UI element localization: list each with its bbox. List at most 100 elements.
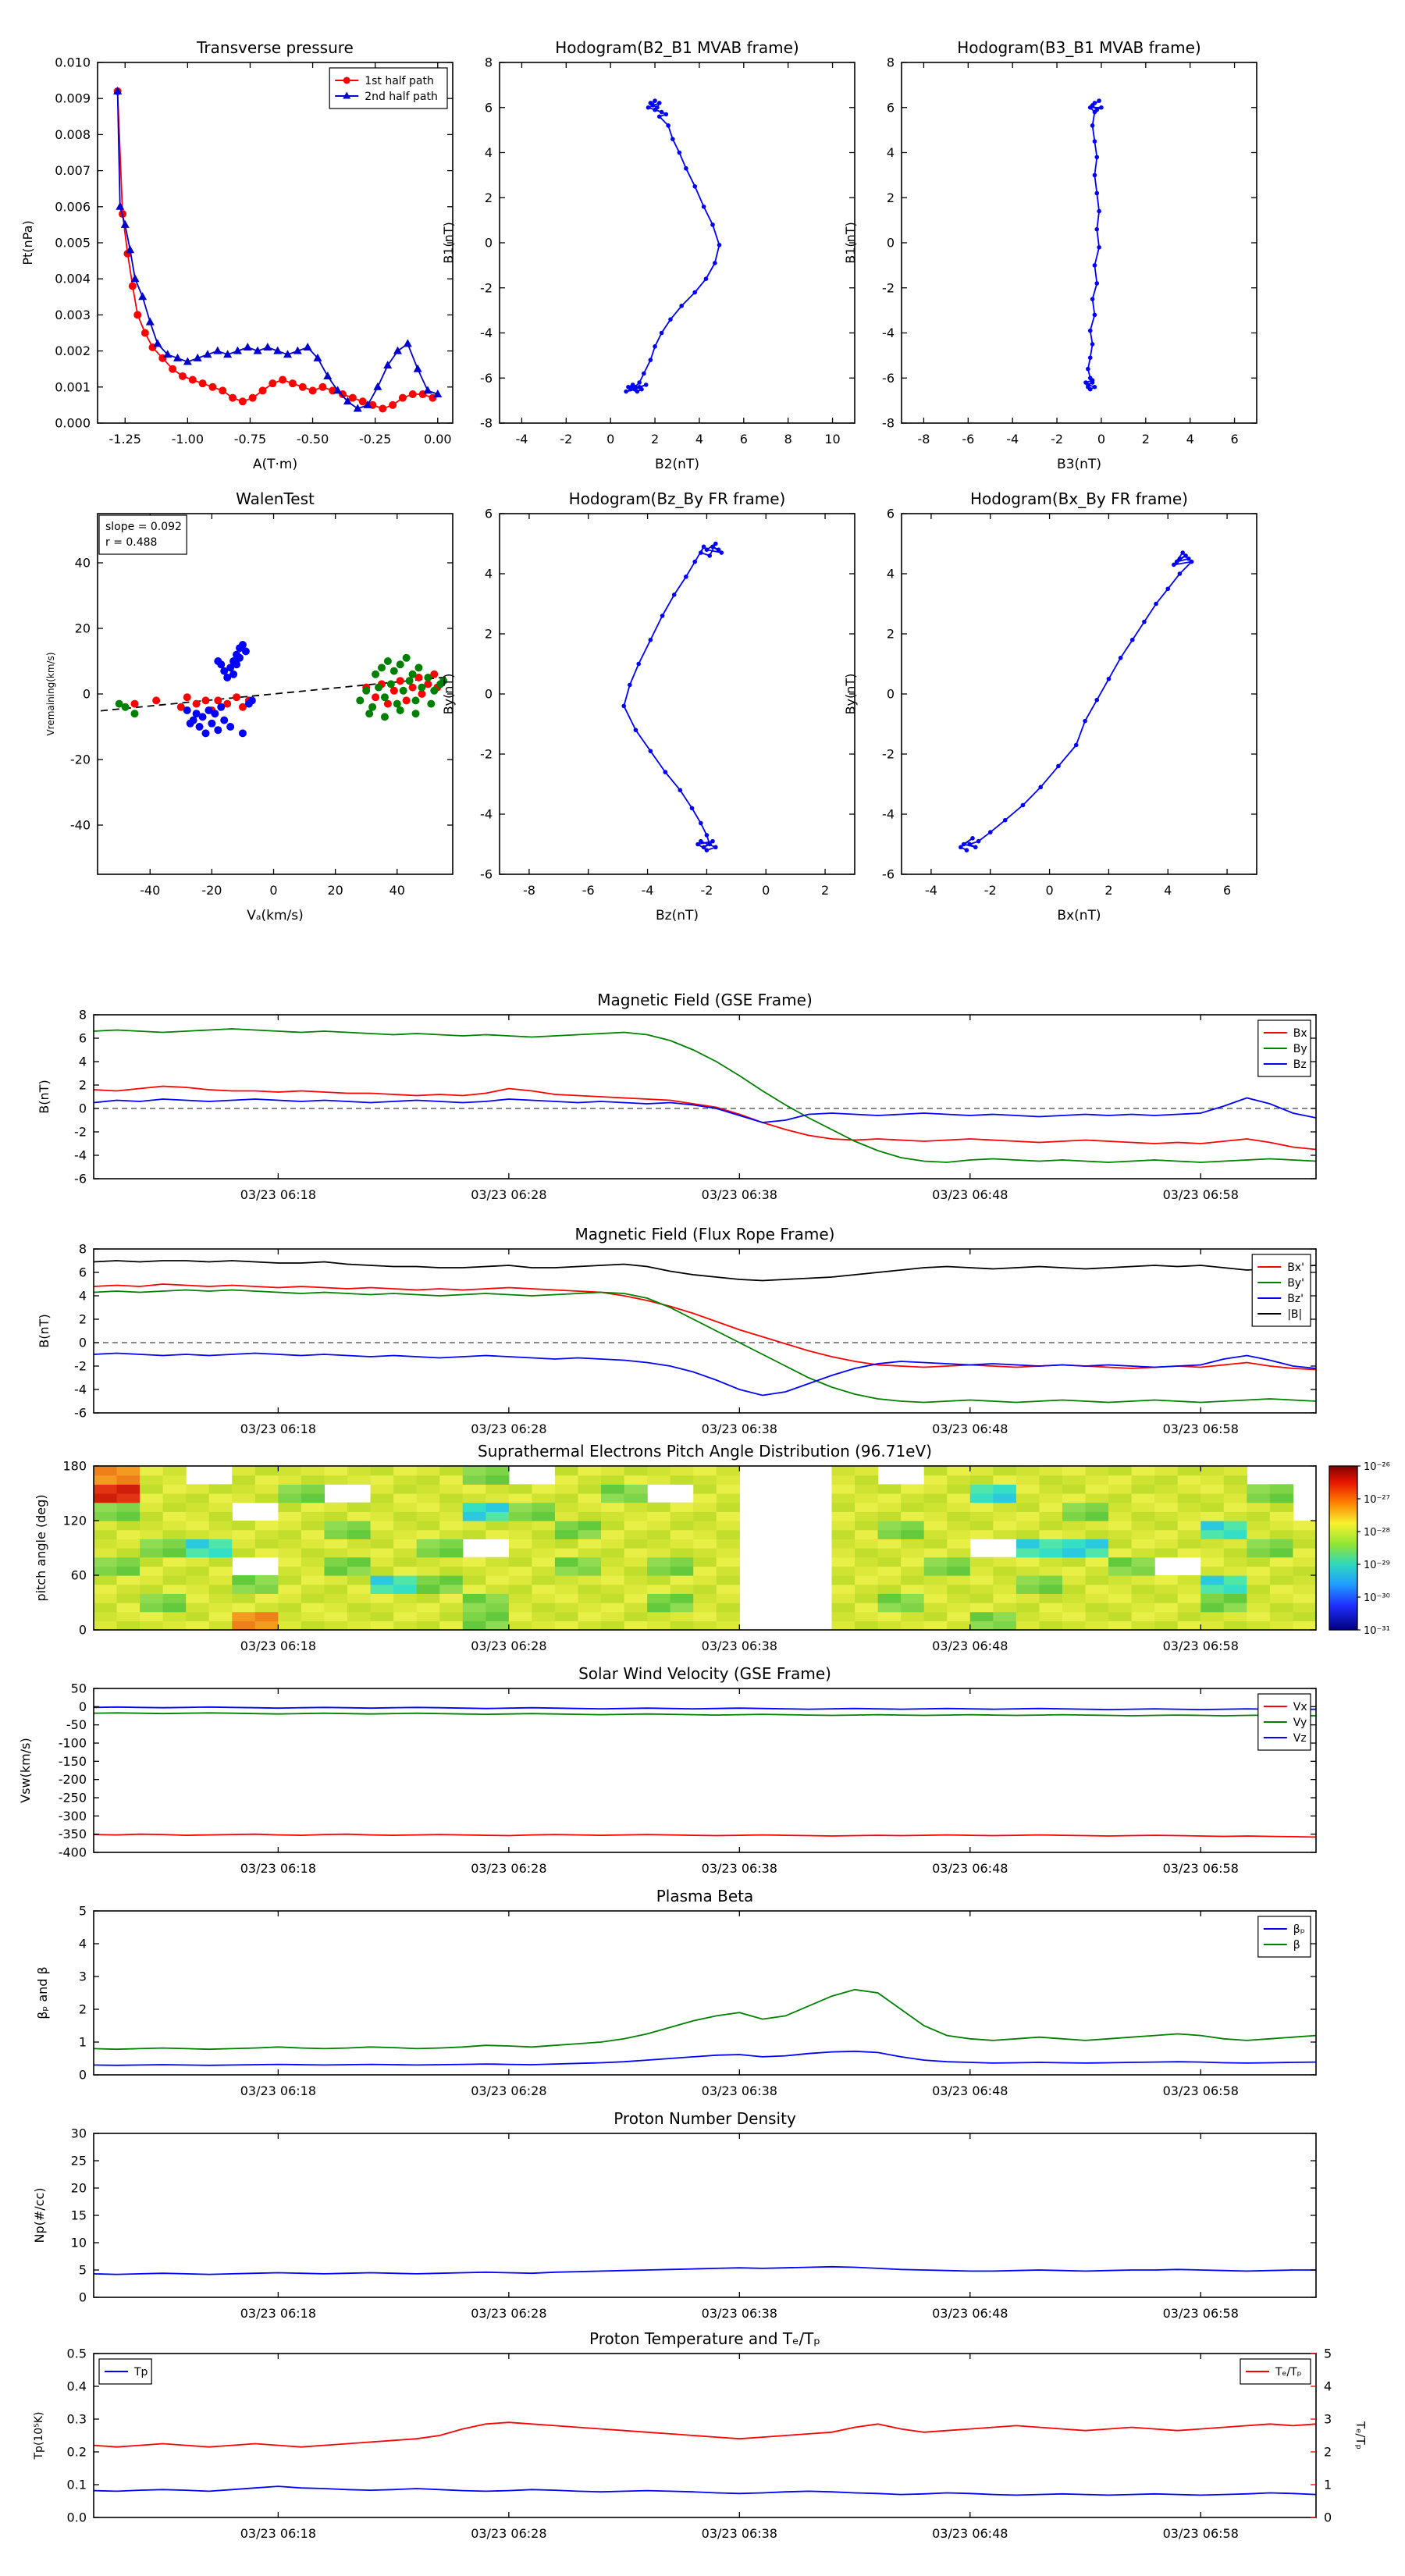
- x-tick-label: 4: [1186, 432, 1194, 447]
- y-tick-label: 0.006: [55, 199, 91, 214]
- y-tick-label: -150: [59, 1754, 87, 1769]
- axes-frame: [97, 513, 454, 875]
- series-Vz: [94, 1706, 1316, 1711]
- y-axis-label: Vremaining(km/s): [45, 652, 56, 735]
- y-axis: 0.000 0.001 0.002 0.003 0.004 0.005 0.006 0.007…: [55, 55, 453, 431]
- y-tick-label: 0.1: [67, 2478, 87, 2492]
- y-tick-label: 2: [485, 627, 493, 642]
- y-tick-label: 50: [71, 1681, 87, 1696]
- y-axis: 0 5 10 15 20 25 30: [71, 2126, 1316, 2305]
- x-tick-label: 03/23 06:58: [1163, 2306, 1239, 2321]
- x-tick-label: 03/23 06:38: [702, 1638, 777, 1653]
- series-Bz: [94, 1352, 1316, 1397]
- axes-frame: [93, 1248, 1317, 1414]
- y-tick-label: 8: [79, 1242, 87, 1257]
- y-axis: -6 -4 -2 0 2 4 6 8: [74, 1008, 1316, 1187]
- x-tick-label: 03/23 06:38: [702, 2306, 777, 2321]
- y-axis: -6 -4 -2 0 2 4 6: [882, 507, 1257, 882]
- y-tick-label: -4: [882, 807, 895, 822]
- axes-frame: [93, 1910, 1317, 2076]
- legend: Vx Vy Vz: [1257, 1693, 1311, 1751]
- y-tick-label: 0.4: [67, 2379, 87, 2394]
- axes-frame: [93, 1014, 1317, 1179]
- x-tick-label: 03/23 06:18: [240, 2083, 316, 2098]
- y-tick-label: 0.009: [55, 91, 91, 106]
- y-axis: 0 1 2 3 4 5: [79, 1904, 1316, 2083]
- y-tick-label: -8: [882, 416, 895, 431]
- y-tick-label: -6: [480, 371, 493, 386]
- x-axis: -4 -2 0 2 4 6 8 10: [515, 62, 841, 447]
- panel-pad: 03/23 06:18 03/23 06:28 03/23 06:38 03/23 0…: [34, 1442, 1390, 1653]
- legend-label: Bx': [1287, 1261, 1304, 1274]
- series-hodogram: [959, 551, 1194, 852]
- heatmap: [94, 1466, 1316, 1630]
- legend: 1st half path 2nd half path: [329, 67, 448, 109]
- markers-hodogram: [624, 98, 722, 394]
- y-tick-label: -6: [74, 1406, 87, 1421]
- axes-frame: [499, 62, 855, 424]
- series-Bx: [94, 1283, 1316, 1371]
- x-tick-label: -8: [917, 432, 930, 447]
- x-tick-label: 2: [821, 883, 829, 898]
- panel-title: Hodogram(B2_B1 MVAB frame): [555, 38, 799, 57]
- y-tick-label: 20: [71, 2181, 87, 2196]
- panel-mag-gse: 03/23 06:18 03/23 06:28 03/23 06:38 03/23 0…: [37, 991, 1317, 1202]
- plot-area: [624, 98, 722, 394]
- y-tick-label: -6: [74, 1172, 87, 1187]
- y-tick-label: 4: [79, 1289, 87, 1304]
- markers-scatter-blue: [183, 641, 256, 738]
- x-tick-label: 03/23 06:48: [932, 2526, 1008, 2541]
- y-tick-label: 0.007: [55, 163, 91, 178]
- x-tick-label: -1.00: [172, 432, 204, 447]
- plot-area: [94, 2265, 1316, 2275]
- y-axis: -6 -4 -2 0 2 4 6: [480, 507, 855, 882]
- series-Tp: [94, 2485, 1316, 2496]
- y-tick-label: -4: [74, 1148, 87, 1163]
- x-axis: 03/23 06:18 03/23 06:28 03/23 06:38 03/23 0…: [240, 1466, 1239, 1653]
- annotation-box: slope = 0.092 r = 0.488: [98, 514, 187, 555]
- legend-label: βₚ: [1293, 1923, 1305, 1936]
- x-tick-label: 03/23 06:38: [702, 1421, 777, 1436]
- legend-label: Tₑ/Tₚ: [1275, 2366, 1302, 2379]
- y-tick-label: 4: [485, 567, 493, 582]
- x-tick-label: 0: [606, 432, 614, 447]
- y-axis-label: B(nT): [37, 1314, 52, 1347]
- y-tick-label: -4: [882, 326, 895, 340]
- y-tick-label: 6: [887, 507, 895, 521]
- x-tick-label: 10: [824, 432, 840, 447]
- y-tick-label: -2: [882, 280, 895, 295]
- panel-title: Plasma Beta: [656, 1887, 754, 1905]
- x-axis-label: Vₐ(km/s): [247, 908, 304, 923]
- y-tick-label: 4: [485, 145, 493, 160]
- x-tick-label: 03/23 06:18: [240, 1187, 316, 1202]
- x-tick-label: 0: [762, 883, 770, 898]
- y-tick-label: 0: [887, 236, 895, 251]
- y-tick-label: 6: [485, 100, 493, 115]
- x-axis-label: A(T·m): [253, 457, 297, 472]
- x-tick-label: 03/23 06:48: [932, 1187, 1008, 1202]
- y-tick-label: 0: [79, 2068, 87, 2083]
- series-By: [94, 1028, 1316, 1163]
- legend-label: Bz': [1287, 1293, 1304, 1305]
- x-axis: 03/23 06:18 03/23 06:28 03/23 06:38 03/23 0…: [240, 1249, 1239, 1436]
- panel-mag-fr: 03/23 06:18 03/23 06:28 03/23 06:38 03/23 0…: [37, 1225, 1317, 1436]
- y-tick-label: 0: [485, 236, 493, 251]
- panel-title: Proton Number Density: [614, 2109, 796, 2128]
- x-tick-label: -4: [515, 432, 528, 447]
- legend: βₚ β: [1257, 1916, 1311, 1958]
- x-tick-label: 40: [389, 883, 405, 898]
- panel-title: Solar Wind Velocity (GSE Frame): [578, 1664, 831, 1683]
- y-tick-label: -2: [74, 1359, 87, 1374]
- plot-area: [959, 550, 1194, 852]
- plot-area: [94, 1028, 1316, 1163]
- x-tick-label: 03/23 06:58: [1163, 2083, 1239, 2098]
- y-tick-label: 0: [79, 1623, 87, 1638]
- x-axis: -8 -6 -4 -2 0 2 4 6: [917, 62, 1239, 447]
- y-tick-label: 15: [71, 2208, 87, 2223]
- legend: Tₑ/Tₚ: [1240, 2358, 1311, 2385]
- x-axis-label: B2(nT): [655, 457, 699, 472]
- x-tick-label: 6: [740, 432, 748, 447]
- series-hodogram: [625, 99, 720, 393]
- y-tick-label: 0.5: [67, 2347, 87, 2361]
- x-axis-label: Bz(nT): [656, 908, 699, 923]
